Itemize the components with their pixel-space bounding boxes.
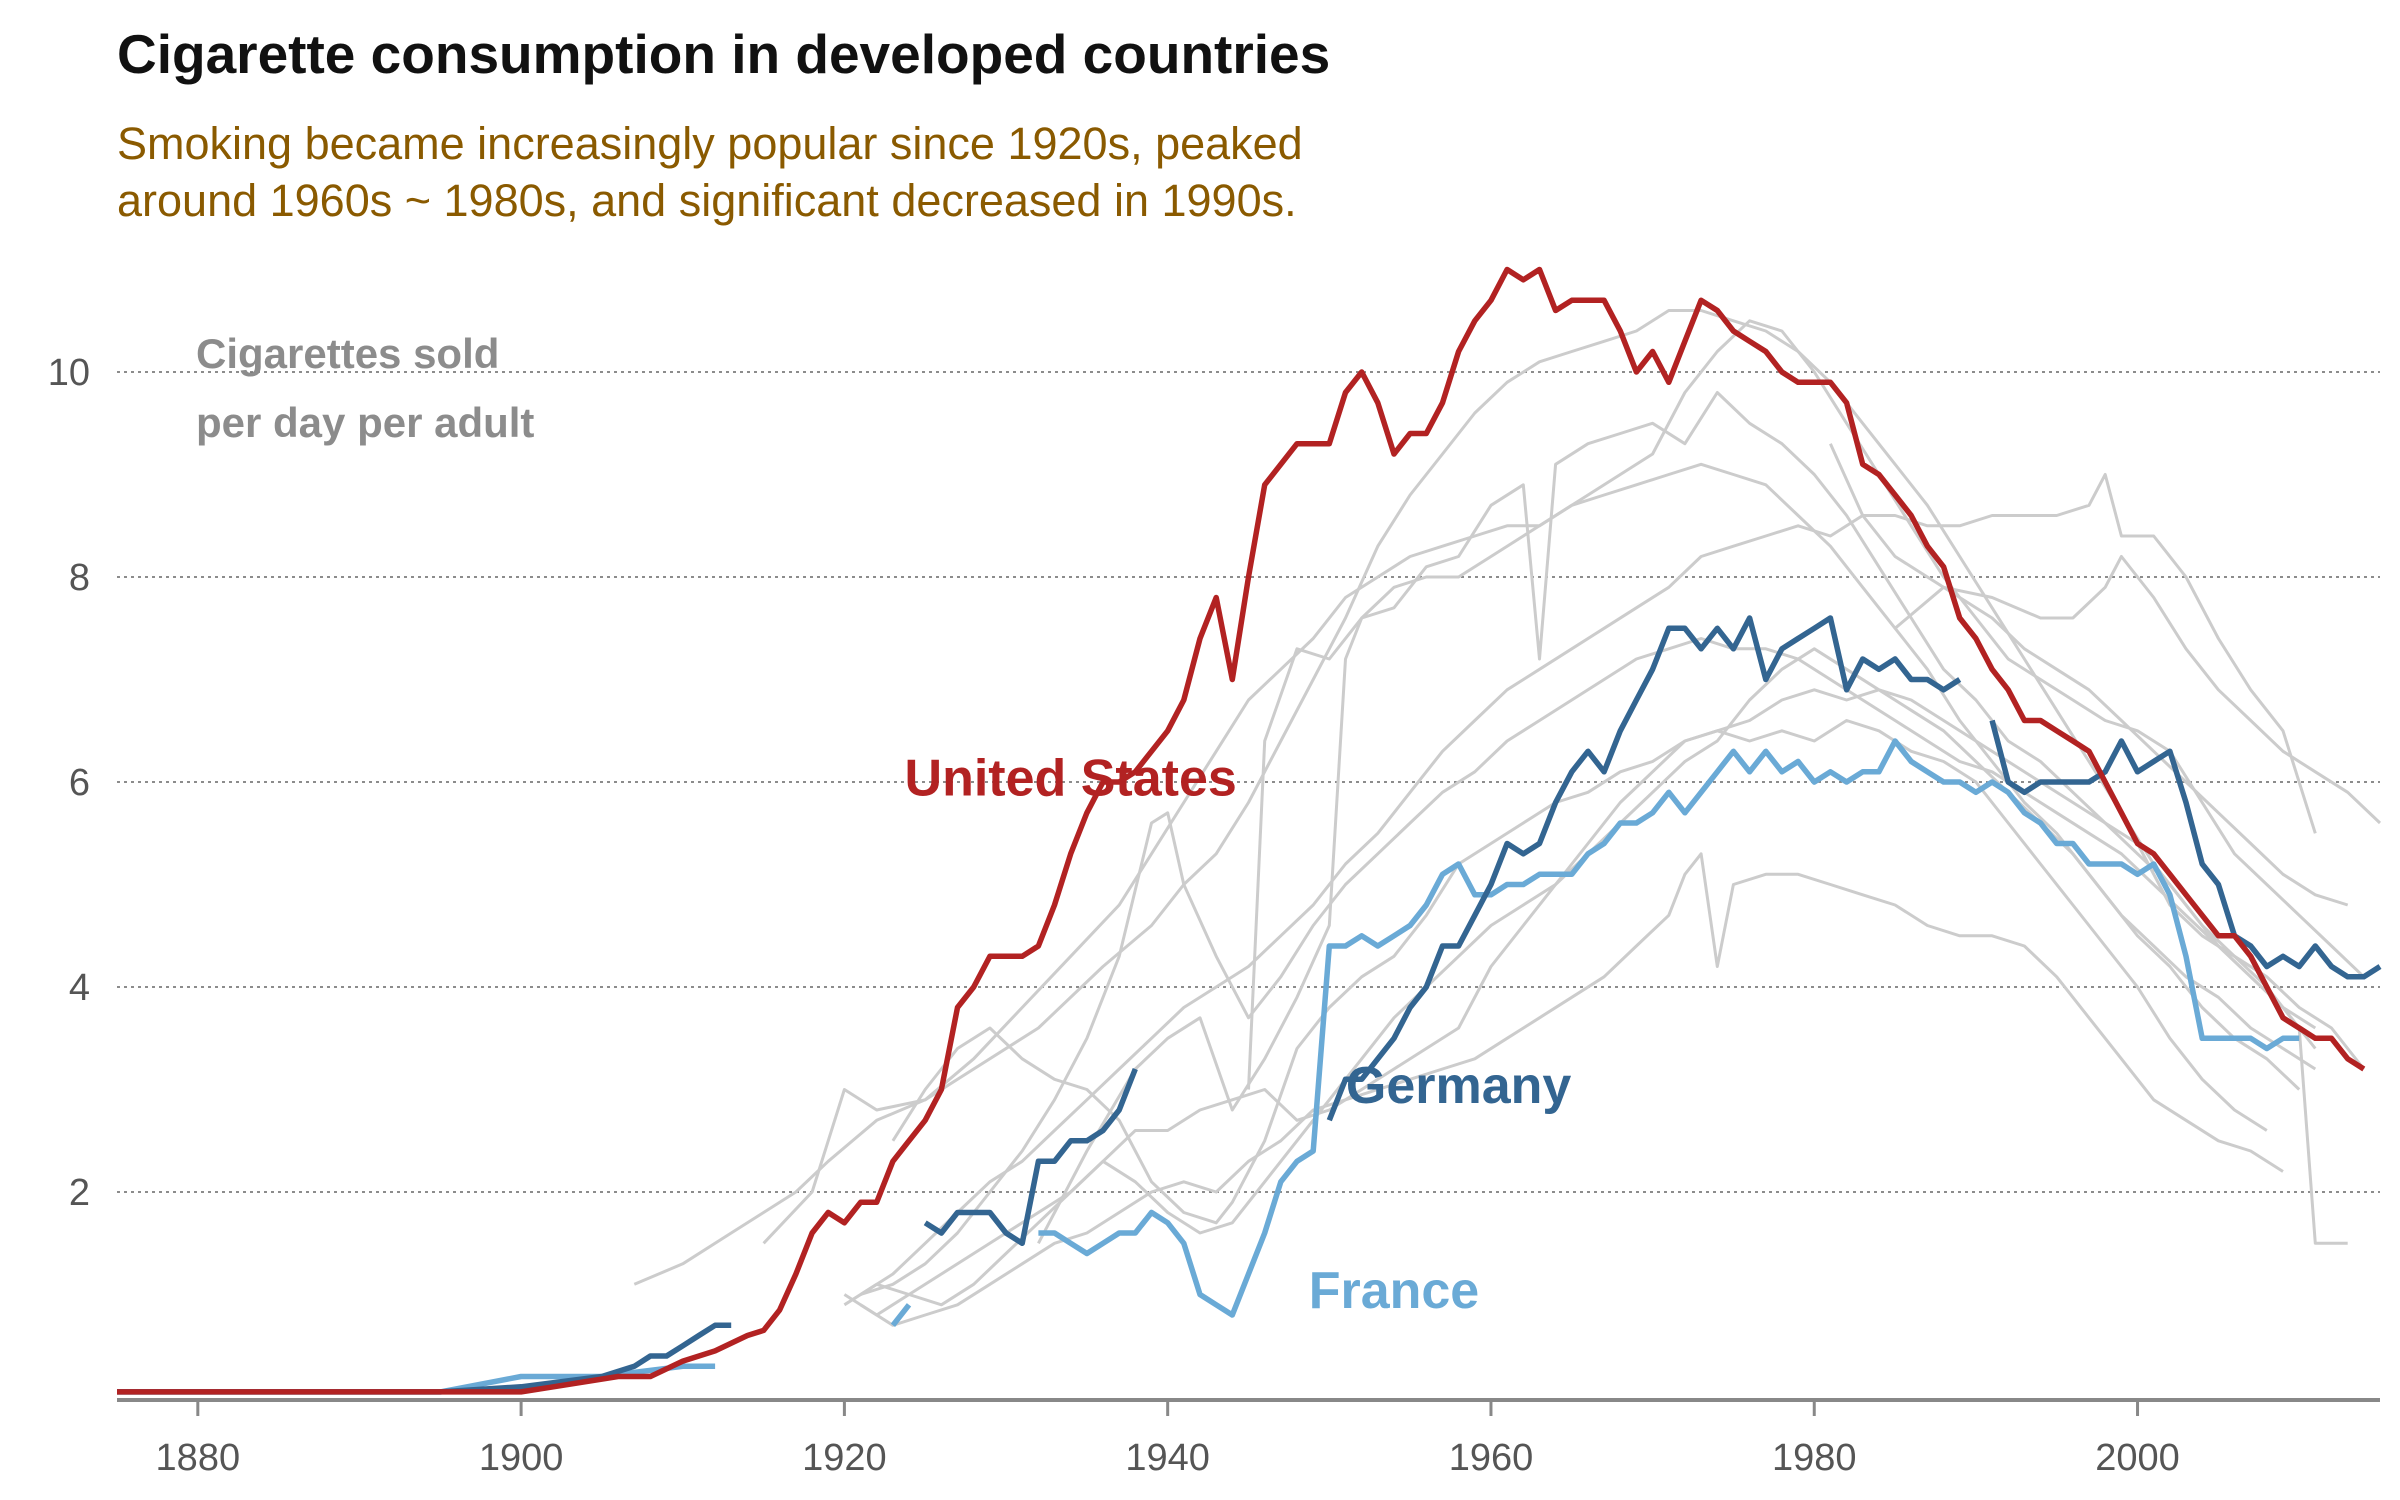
united-states-line (117, 266, 2366, 1395)
y-tick-label: 8 (69, 557, 90, 599)
x-tick-label: 1960 (1449, 1437, 1534, 1479)
highlighted-country-lines (117, 266, 2382, 1395)
x-tick-label: 1880 (156, 1437, 241, 1479)
background-series-line-9 (843, 647, 2301, 1307)
germany-line-segment-3 (1326, 615, 1962, 1122)
background-series-line-3 (1037, 319, 2365, 1244)
y-tick-label: 6 (69, 762, 90, 804)
united-states-label: United States (905, 750, 1237, 808)
x-tick-label: 1940 (1125, 1437, 1210, 1479)
y-axis-label-line-2: per day per adult (196, 399, 534, 446)
chart-title: Cigarette consumption in developed count… (117, 23, 1331, 85)
x-tick-label: 2000 (2095, 1437, 2180, 1479)
y-tick-label: 4 (69, 967, 90, 1009)
subtitle-line-1: Smoking became increasingly popular sinc… (117, 118, 1303, 169)
y-tick-label: 2 (69, 1172, 90, 1214)
background-series-line-1 (633, 462, 2317, 1286)
germany-line-segment-2 (923, 1067, 1138, 1247)
background-series-line-11 (1829, 443, 2349, 907)
x-tick-label: 1920 (802, 1437, 887, 1479)
x-axis: 1880 1900 1920 1940 1960 1980 2000 (117, 1398, 2380, 1479)
france-label: France (1309, 1262, 1480, 1320)
background-country-lines (633, 309, 2382, 1327)
background-series-line-12 (1894, 555, 2382, 825)
germany-label: Germany (1346, 1057, 1572, 1115)
background-series-line-4 (859, 473, 2317, 1296)
germany-line-segment-4 (1989, 719, 2382, 980)
subtitle-line-2: around 1960s ~ 1980s, and significant de… (117, 175, 1297, 226)
chart-subtitle: Smoking became increasingly popular sinc… (117, 115, 1517, 229)
series-labels: United States Germany France (905, 750, 1572, 1321)
background-series-line-10 (860, 637, 2317, 1296)
germany-line-segment-1 (117, 1322, 732, 1395)
background-series-line-7 (891, 719, 2268, 1225)
x-tick-label: 1900 (479, 1437, 564, 1479)
x-tick-label: 1980 (1772, 1437, 1857, 1479)
background-series-line-5 (1247, 391, 2348, 1245)
y-axis-label-line-1: Cigarettes sold (196, 330, 499, 377)
gridlines (117, 371, 2380, 1193)
france-line-segment-2 (890, 1303, 912, 1327)
france-line-segment-3 (1038, 738, 2300, 1318)
y-tick-label: 10 (48, 352, 90, 394)
background-series-line-8 (859, 852, 2284, 1327)
y-axis-ticks: 2 4 6 8 10 (48, 352, 90, 1214)
